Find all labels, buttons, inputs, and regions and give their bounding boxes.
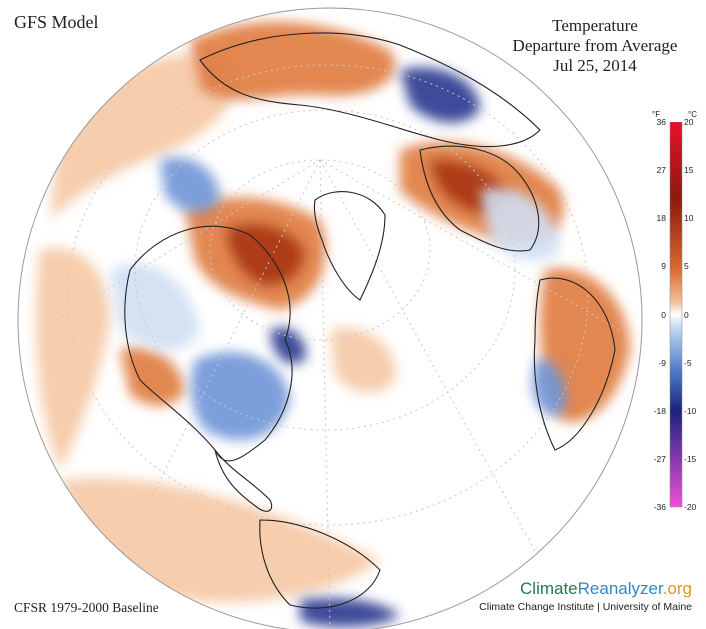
cold-antarctic-edge-region [300, 598, 400, 627]
warm-pacific-region [36, 248, 110, 470]
brand-subtitle: Climate Change Institute | University of… [479, 601, 692, 613]
warm-arctic-siberia-region [190, 21, 396, 100]
brand-org: .org [662, 579, 692, 598]
graticule [39, 64, 621, 629]
cool-scandinavia-region [480, 188, 560, 261]
legend-tick-c: -20 [684, 502, 697, 512]
colorbar-gradient [669, 122, 683, 508]
africa-outline [533, 277, 616, 451]
legend-tick-c: 5 [684, 261, 689, 272]
model-label: GFS Model [14, 12, 99, 32]
brand-reanalyzer: Reanalyzer [577, 579, 663, 598]
europe-outline [419, 145, 540, 252]
legend-tick-f: -36 [653, 502, 666, 512]
hot-canada-arctic-core [225, 222, 305, 286]
brand-climate: Climate [520, 579, 578, 598]
map-title-block: Temperature Departure from Average Jul 2… [490, 16, 700, 76]
globe-edge [17, 7, 643, 629]
asia-outline [199, 32, 541, 148]
legend-tick-f: 36 [656, 117, 666, 127]
cool-north-africa-region [532, 359, 566, 416]
legend-unit-celsius: °C [688, 110, 697, 119]
legend-tick-c: -10 [684, 405, 697, 416]
legend-tick-c: 20 [684, 117, 694, 127]
title-line-2: Departure from Average [512, 36, 678, 55]
legend-tick-c: -5 [684, 357, 692, 368]
cool-western-canada-region [110, 263, 200, 351]
legend-tick-f: -18 [653, 405, 666, 416]
north-america-outline [124, 225, 293, 462]
legend-tick-f: -27 [653, 453, 666, 464]
legend-unit-fahrenheit: °F [652, 110, 661, 119]
legend-tick-f: 0 [661, 309, 666, 320]
baseline-label: CFSR 1979-2000 Baseline [14, 600, 159, 615]
land-outlines [124, 32, 616, 609]
brand-logo: ClimateReanalyzer.org Climate Change Ins… [479, 580, 692, 614]
brand-name: ClimateReanalyzer.org [479, 580, 692, 598]
legend-tick-c: 0 [684, 309, 689, 320]
cool-eastern-us-region [191, 352, 290, 440]
map-date: Jul 25, 2014 [553, 56, 637, 75]
legend-tick-c: 15 [684, 165, 694, 176]
colorbar [669, 122, 683, 508]
south-america-outline [259, 519, 381, 609]
greenland-outline [313, 191, 386, 301]
color-legend: °F °C 36 20 27 15 18 10 9 5 0 0 -9 -5 -18 -10 -27 -15 -3… [640, 110, 706, 512]
anomaly-cool-regions [110, 67, 566, 627]
title-line-1: Temperature [552, 16, 638, 35]
central-america-outline [214, 449, 273, 512]
legend-tick-c: 10 [684, 213, 694, 224]
cold-siberia-region [400, 67, 480, 123]
warm-us-west-region [120, 347, 185, 406]
legend-tick-f: 27 [656, 165, 666, 176]
legend-tick-f: 18 [656, 213, 666, 224]
legend-tick-c: -15 [684, 453, 697, 464]
warm-atlantic-region [330, 328, 396, 393]
cool-alaska-region [160, 157, 220, 213]
legend-tick-f: -9 [658, 357, 666, 368]
legend-tick-f: 9 [661, 261, 666, 272]
